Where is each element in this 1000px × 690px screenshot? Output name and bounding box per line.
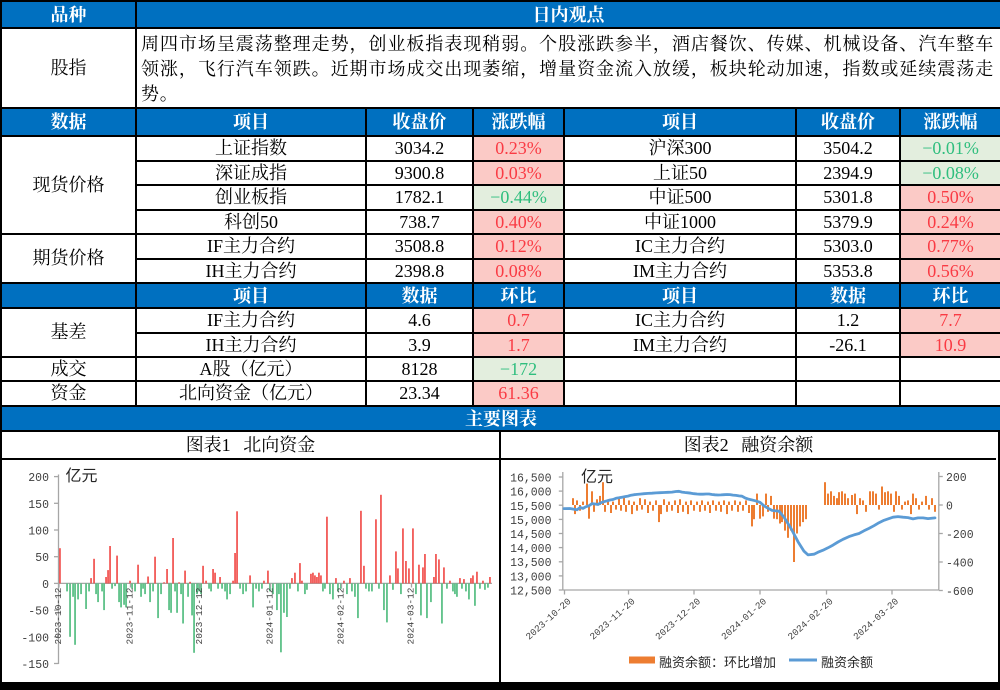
svg-text:2023-10-20: 2023-10-20 [524, 596, 574, 643]
svg-text:200: 200 [28, 472, 49, 485]
svg-text:2024-01-20: 2024-01-20 [719, 596, 769, 643]
svg-text:-50: -50 [28, 606, 49, 619]
svg-text:50: 50 [35, 552, 49, 565]
svg-text:14,500: 14,500 [510, 529, 552, 542]
svg-text:16,000: 16,000 [510, 487, 552, 500]
svg-text:2024-03-20: 2024-03-20 [851, 596, 901, 643]
svg-text:2023-10-12: 2023-10-12 [53, 587, 64, 644]
svg-text:2023-11-12: 2023-11-12 [125, 587, 136, 644]
svg-text:12,500: 12,500 [510, 586, 552, 599]
svg-text:2024-03-12: 2024-03-12 [406, 587, 417, 644]
svg-text:13,500: 13,500 [510, 557, 552, 570]
svg-text:100: 100 [28, 526, 49, 539]
svg-text:15,000: 15,000 [510, 515, 552, 528]
svg-text:2024-02-12: 2024-02-12 [336, 587, 347, 644]
svg-text:15,500: 15,500 [510, 501, 552, 514]
svg-text:融资余额: 融资余额 [821, 655, 873, 670]
svg-text:2023-12-20: 2023-12-20 [653, 596, 703, 643]
svg-text:16,500: 16,500 [510, 473, 552, 486]
svg-text:融资余额：环比增加: 融资余额：环比增加 [659, 655, 776, 670]
svg-text:200: 200 [946, 472, 967, 485]
svg-text:-400: -400 [946, 558, 974, 571]
svg-text:14,000: 14,000 [510, 543, 552, 556]
svg-text:2023-12-12: 2023-12-12 [194, 587, 205, 644]
svg-text:2023-11-20: 2023-11-20 [588, 596, 638, 643]
svg-text:亿元: 亿元 [581, 468, 613, 486]
svg-text:2024-01-12: 2024-01-12 [265, 587, 276, 644]
svg-text:0: 0 [946, 501, 953, 514]
svg-text:-200: -200 [946, 529, 974, 542]
svg-text:13,000: 13,000 [510, 571, 552, 584]
svg-text:0: 0 [42, 579, 49, 592]
svg-text:-600: -600 [946, 586, 974, 599]
svg-text:2024-02-20: 2024-02-20 [786, 596, 836, 643]
svg-text:-100: -100 [21, 632, 49, 645]
svg-text:亿元: 亿元 [66, 467, 98, 485]
svg-text:-150: -150 [21, 659, 49, 672]
svg-text:150: 150 [28, 499, 49, 512]
